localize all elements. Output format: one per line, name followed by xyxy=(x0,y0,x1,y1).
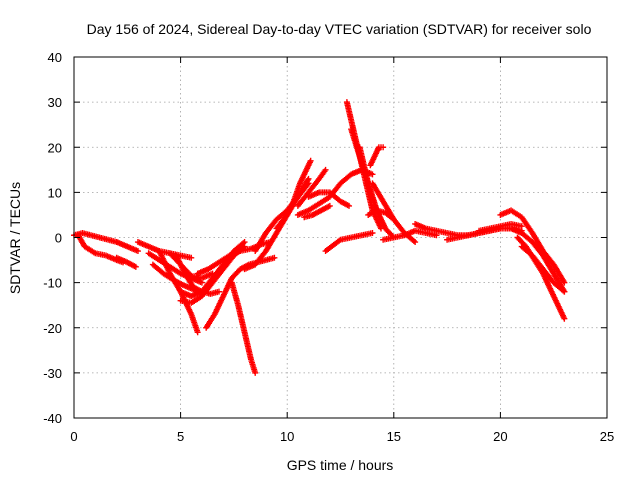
series-track-3 xyxy=(113,254,139,270)
series-track-34 xyxy=(497,207,568,286)
data-point xyxy=(382,225,389,232)
data-point xyxy=(132,263,139,270)
data-point xyxy=(561,315,568,322)
x-tick-label: 10 xyxy=(280,429,294,444)
series-track-7 xyxy=(156,248,201,336)
data-point xyxy=(346,202,353,209)
y-tick-label: -40 xyxy=(43,411,62,426)
y-tick-label: -20 xyxy=(43,321,62,336)
data-point xyxy=(305,175,312,182)
ticks-layer xyxy=(73,56,608,419)
x-tick-label: 25 xyxy=(600,429,614,444)
series-track-10 xyxy=(149,261,205,297)
y-tick-label: 30 xyxy=(48,95,62,110)
data-point xyxy=(194,329,201,336)
series-track-4 xyxy=(113,239,141,255)
y-tick-label: 10 xyxy=(48,185,62,200)
y-tick-label: -10 xyxy=(43,276,62,291)
series-track-18 xyxy=(273,157,314,232)
series-track-35 xyxy=(508,225,568,295)
data-point xyxy=(518,223,525,230)
x-axis-title: GPS time / hours xyxy=(287,457,394,473)
data-point xyxy=(215,288,222,295)
series-track-27 xyxy=(367,144,387,169)
data-point xyxy=(369,171,376,178)
series-track-37 xyxy=(518,243,568,295)
data-point xyxy=(561,288,568,295)
chart-title: Day 156 of 2024, Sidereal Day-to-day VTE… xyxy=(87,21,592,37)
data-point xyxy=(326,202,333,209)
data-point xyxy=(307,157,314,164)
x-tick-label: 5 xyxy=(177,429,184,444)
series-track-29 xyxy=(365,207,397,223)
series-track-21 xyxy=(305,189,353,209)
series-track-15 xyxy=(228,279,259,376)
y-axis-title: SDTVAR / TECUs xyxy=(7,182,23,294)
data-point xyxy=(369,229,376,236)
data-point xyxy=(322,166,329,173)
data-point xyxy=(241,243,248,250)
y-tick-label: 40 xyxy=(48,50,62,65)
x-tick-label: 0 xyxy=(70,429,77,444)
series-track-30 xyxy=(380,227,440,243)
data-point xyxy=(412,239,419,246)
points-layer xyxy=(71,99,568,376)
x-tick-label: 20 xyxy=(493,429,507,444)
data-point xyxy=(380,144,387,151)
series-track-22 xyxy=(301,202,333,221)
data-point xyxy=(390,216,397,223)
y-tick-label: 20 xyxy=(48,140,62,155)
x-tick-label: 15 xyxy=(387,429,401,444)
series-track-33 xyxy=(476,220,525,234)
y-tick-label: 0 xyxy=(55,231,62,246)
tick-labels-layer: 0 5 10 15 20 25 -40 -30 -20 -10 0 10 20 30 40 xyxy=(43,50,614,444)
y-tick-label: -30 xyxy=(43,366,62,381)
series-track-23 xyxy=(322,229,376,255)
data-point xyxy=(271,254,278,261)
data-point xyxy=(188,254,195,261)
data-point xyxy=(252,369,259,376)
series-track-20 xyxy=(294,166,329,209)
data-point xyxy=(134,248,141,255)
